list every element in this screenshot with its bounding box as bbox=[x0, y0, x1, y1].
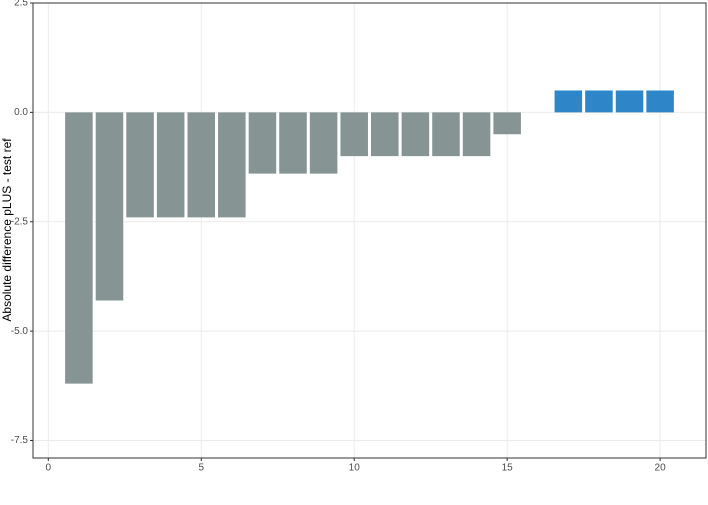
bar bbox=[646, 90, 674, 113]
bar bbox=[401, 112, 430, 157]
bar bbox=[585, 90, 613, 113]
bar bbox=[432, 112, 460, 157]
x-tick-label: 20 bbox=[655, 463, 667, 474]
bar bbox=[340, 112, 368, 157]
x-tick-label: 0 bbox=[46, 463, 52, 474]
bar bbox=[218, 112, 246, 218]
bar bbox=[615, 90, 644, 113]
x-tick-label: 5 bbox=[198, 463, 204, 474]
bar bbox=[279, 112, 307, 174]
bar bbox=[187, 112, 216, 218]
bar bbox=[371, 112, 399, 157]
y-tick-label: -2.5 bbox=[11, 216, 29, 227]
bar bbox=[462, 112, 491, 157]
bar bbox=[156, 112, 185, 218]
bar bbox=[95, 112, 124, 301]
bar bbox=[554, 90, 583, 113]
bar bbox=[248, 112, 277, 174]
y-tick-label: -5.0 bbox=[11, 326, 29, 337]
y-tick-label: 2.5 bbox=[14, 0, 28, 9]
bar bbox=[309, 112, 338, 174]
plot-border bbox=[32, 2, 707, 459]
x-tick-label: 15 bbox=[502, 463, 514, 474]
y-tick-label: 0.0 bbox=[14, 107, 28, 118]
bar bbox=[493, 112, 521, 135]
y-tick-label: -7.5 bbox=[11, 435, 29, 446]
x-tick-label: 10 bbox=[349, 463, 361, 474]
bar bbox=[65, 112, 93, 384]
bar bbox=[126, 112, 154, 218]
y-axis-label: Absolute difference pLUS - test ref bbox=[0, 138, 14, 322]
